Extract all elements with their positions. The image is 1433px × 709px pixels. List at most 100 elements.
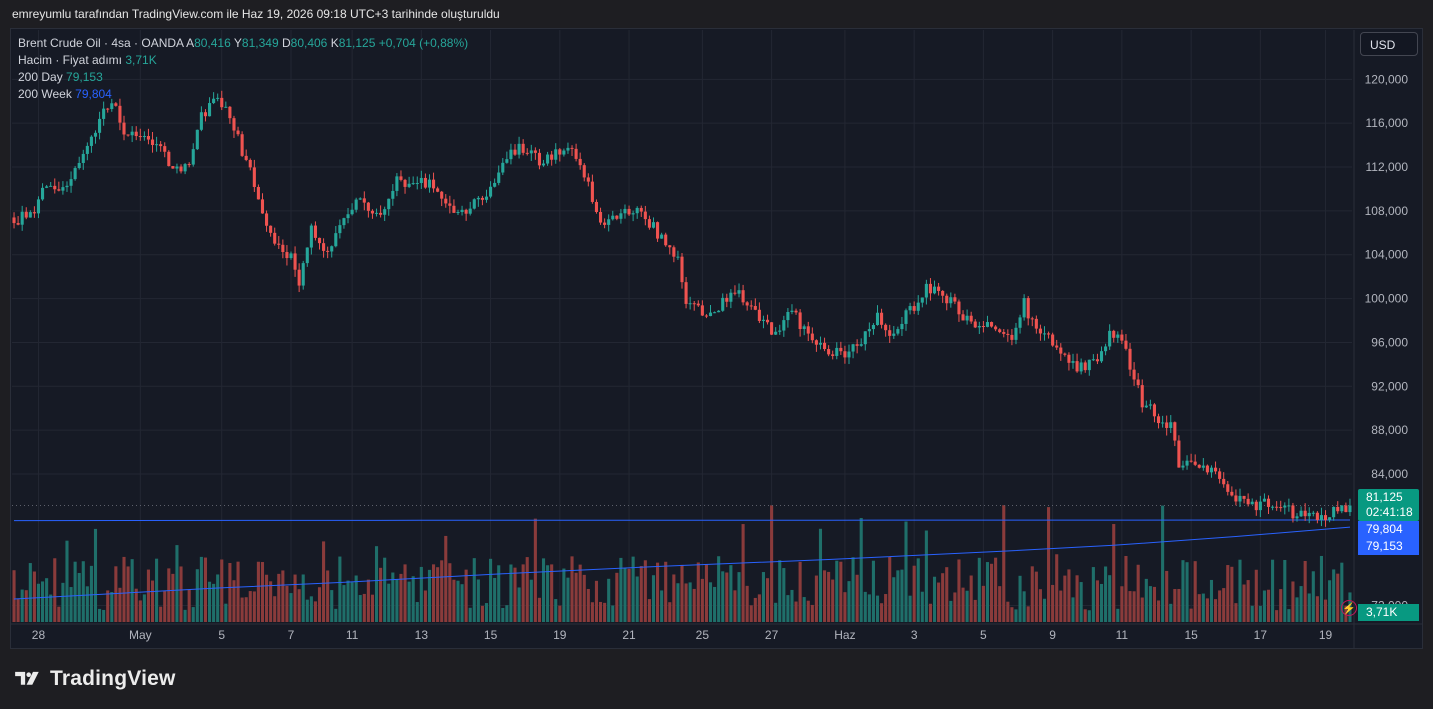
volume-bar [501, 607, 505, 622]
candle-body [387, 198, 391, 210]
volume-bar [847, 581, 851, 622]
candle-body [924, 283, 928, 298]
volume-bar [354, 575, 358, 622]
candle-body [130, 131, 134, 136]
candle-body [57, 189, 61, 191]
volume-badge: 3,71K [1358, 604, 1419, 621]
candle-body [1067, 354, 1071, 363]
legend-sma-day-row[interactable]: 200 Day 79,153 [18, 69, 468, 86]
time-axis-label: 7 [288, 628, 295, 642]
candle-body [391, 190, 395, 199]
candle-body [1315, 512, 1319, 520]
volume-bar [322, 541, 326, 622]
candle-body [932, 286, 937, 294]
volume-bar [399, 573, 403, 622]
candle-body [798, 312, 802, 329]
volume-bar [317, 587, 322, 622]
volume-bar [704, 564, 708, 622]
volume-bar [1006, 601, 1010, 622]
candle-body [224, 106, 228, 108]
volume-bar [493, 577, 497, 622]
candle-body [1051, 334, 1055, 346]
candle-body [603, 222, 607, 225]
candle-body [293, 253, 297, 270]
volume-bar [1291, 581, 1295, 622]
candle-body [1279, 507, 1283, 509]
volume-bar [326, 570, 330, 622]
chart-panel[interactable] [10, 28, 1423, 649]
currency-button[interactable]: USD [1360, 32, 1418, 56]
candle-body [248, 159, 252, 168]
candle-body [240, 134, 244, 156]
candle-body [61, 187, 65, 191]
candle-body [1099, 351, 1104, 362]
candle-body [301, 263, 305, 286]
volume-bar [1295, 597, 1299, 622]
volume-bar [558, 605, 562, 622]
candle-body [134, 131, 138, 137]
volume-bar [505, 605, 509, 622]
volume-bar [823, 570, 827, 622]
volume-bar [1051, 584, 1055, 622]
candle-body [1258, 501, 1262, 511]
candle-body [1295, 516, 1299, 519]
volume-bar [1209, 579, 1214, 622]
volume-bar [721, 571, 725, 622]
candle-body [1091, 359, 1095, 361]
candle-body [509, 149, 513, 160]
volume-bar [187, 589, 191, 622]
candle-body [904, 310, 908, 324]
legend-sma-week-row[interactable]: 200 Week 79,804 [18, 86, 468, 103]
chart-caption: emreyumlu tarafından TradingView.com ile… [12, 7, 500, 21]
candle-body [1026, 298, 1030, 319]
volume-bar [619, 557, 623, 622]
time-axis-label: 11 [1116, 628, 1129, 642]
candle-body [191, 149, 195, 165]
legend-high-value: 81,349 [241, 36, 279, 50]
candle-body [1205, 465, 1209, 473]
volume-bar [1112, 524, 1116, 622]
volume-bar [729, 565, 733, 622]
legend-volume-row[interactable]: Hacim · Fiyat adımı 3,71K [18, 52, 468, 69]
volume-bar [423, 590, 427, 622]
legend-symbol[interactable]: Brent Crude Oil · 4sa · OANDA [18, 36, 184, 50]
lightning-icon[interactable]: ⚡ [1341, 600, 1357, 616]
volume-bar [839, 561, 843, 622]
candle-body [1055, 345, 1059, 348]
candle-body [607, 219, 611, 225]
tradingview-logo[interactable]: TradingView [12, 667, 176, 691]
volume-bar [867, 594, 871, 622]
grid-lines [12, 30, 1352, 622]
candle-body [749, 305, 753, 307]
candle-body [570, 147, 574, 149]
sma-week-badge: 79,804 [1358, 521, 1419, 538]
candle-body [1214, 467, 1218, 472]
candle-body [623, 208, 627, 214]
volume-bar [1124, 555, 1128, 622]
volume-bar [1340, 562, 1344, 622]
volume-bar [525, 557, 529, 622]
legend-ohlc-row: Brent Crude Oil · 4sa · OANDA A80,416 Y8… [18, 35, 468, 52]
volume-bar [1034, 571, 1038, 622]
volume-bar [1136, 564, 1140, 622]
legend-sma-week-value: 79,804 [75, 87, 112, 101]
volume-bar [631, 556, 635, 622]
candle-body [550, 154, 554, 160]
candle-body [998, 329, 1002, 333]
candle-body [957, 301, 961, 315]
candle-body [770, 322, 774, 335]
candle-body [1291, 505, 1295, 519]
volume-bar [346, 580, 350, 622]
volume-bar [774, 602, 778, 622]
candle-body [1173, 422, 1177, 441]
candle-body [757, 309, 761, 321]
candle-body [619, 213, 623, 219]
volume-bar [49, 594, 53, 622]
volume-bar [578, 564, 582, 622]
volume-bar [256, 561, 260, 622]
candle-body [1128, 348, 1132, 370]
time-axis-label: May [129, 628, 152, 642]
volume-bar [1266, 589, 1271, 622]
candle-body [350, 209, 354, 215]
